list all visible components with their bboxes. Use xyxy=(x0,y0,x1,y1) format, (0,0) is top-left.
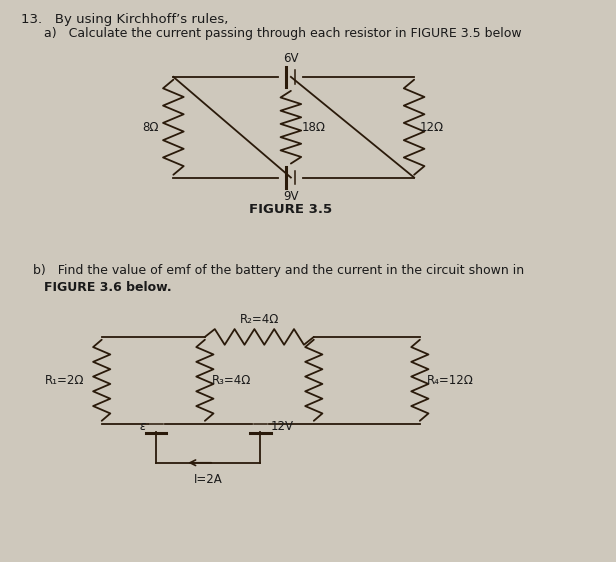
Text: R₄=12Ω: R₄=12Ω xyxy=(427,374,474,387)
Text: R₁=2Ω: R₁=2Ω xyxy=(45,374,84,387)
Text: FIGURE 3.5: FIGURE 3.5 xyxy=(249,203,333,216)
Text: 9V: 9V xyxy=(283,190,299,203)
Text: R₃=4Ω: R₃=4Ω xyxy=(212,374,251,387)
Text: 12V: 12V xyxy=(271,420,294,433)
Text: 13.   By using Kirchhoff’s rules,: 13. By using Kirchhoff’s rules, xyxy=(22,12,229,26)
Text: 12Ω: 12Ω xyxy=(420,121,444,134)
Text: R₂=4Ω: R₂=4Ω xyxy=(240,312,279,326)
Text: I=2A: I=2A xyxy=(194,473,223,486)
Text: b)   Find the value of emf of the battery and the current in the circuit shown i: b) Find the value of emf of the battery … xyxy=(33,264,524,277)
Text: a)   Calculate the current passing through each resistor in FIGURE 3.5 below: a) Calculate the current passing through… xyxy=(44,26,522,39)
Text: ε: ε xyxy=(139,420,146,433)
Text: FIGURE 3.6 below.: FIGURE 3.6 below. xyxy=(44,281,172,294)
Text: 6V: 6V xyxy=(283,52,299,65)
Text: 8Ω: 8Ω xyxy=(142,121,159,134)
Text: 18Ω: 18Ω xyxy=(301,121,325,134)
